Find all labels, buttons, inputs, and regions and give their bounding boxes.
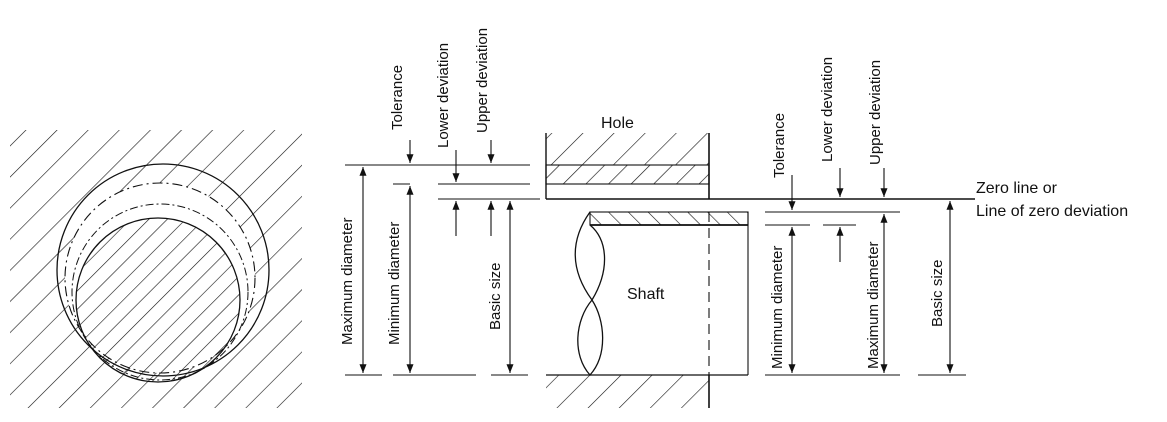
hole-upper-deviation-label: Upper deviation — [474, 28, 491, 133]
shaft-lower-deviation-label: Lower deviation — [819, 57, 836, 162]
hole-tolerance-label: Tolerance — [389, 65, 406, 130]
zero-line-label-line1: Zero line or — [976, 180, 1058, 197]
shaft-circle — [75, 217, 241, 383]
hole-label: Hole — [601, 115, 634, 132]
hole-minimum-diameter-label: Minimum diameter — [386, 222, 403, 345]
hole-basic-size-label: Basic size — [487, 262, 504, 330]
shaft-dimension-lines — [765, 168, 966, 376]
shaft-label: Shaft — [627, 286, 665, 303]
hole-maximum-diameter-label: Maximum diameter — [339, 217, 356, 345]
hole-tolerance-band — [545, 164, 710, 185]
hole-dimension-lines — [345, 140, 540, 376]
hole-lower-deviation-label: Lower deviation — [435, 43, 452, 148]
shaft-upper-deviation-label: Upper deviation — [867, 60, 884, 165]
shaft-basic-size-label: Basic size — [929, 259, 946, 327]
lower-housing — [546, 375, 709, 408]
zero-line-label-line2: Line of zero deviation — [976, 203, 1128, 220]
shaft-tolerance-band — [589, 211, 749, 226]
shaft-maximum-diameter-label: Maximum diameter — [865, 241, 882, 369]
section-view — [545, 133, 749, 408]
shaft-limit-circle — [71, 203, 249, 381]
shaft-break-line — [574, 211, 606, 376]
cross-section-view — [10, 130, 302, 408]
upper-housing — [546, 133, 709, 165]
shaft-tolerance-label: Tolerance — [771, 113, 788, 178]
shaft-minimum-diameter-label: Minimum diameter — [769, 246, 786, 369]
